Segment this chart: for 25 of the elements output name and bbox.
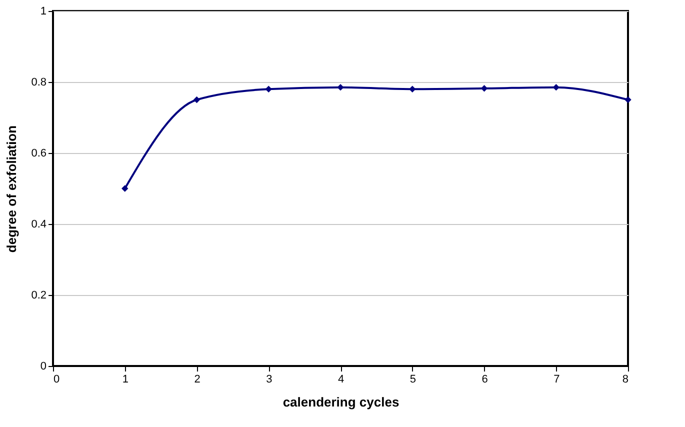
point [193,96,200,104]
x-tick-label: 7 [554,374,560,386]
y-tick-label: 0.2 [31,290,46,302]
y-tick-label: 1 [40,6,46,18]
point [552,84,560,91]
point [480,85,488,92]
y-tick-label: 0 [40,360,46,372]
x-tick-label: 1 [122,374,128,386]
point [122,185,128,192]
point [409,86,416,92]
point [265,86,272,92]
y-axis-title: degree of exfoliation [4,125,20,253]
x-tick-label: 3 [266,374,272,386]
y-tick-label: 0.8 [31,76,46,88]
y-tick-label: 0.6 [31,148,46,160]
point [337,84,344,91]
x-tick-label: 8 [622,374,628,386]
x-tick-label: 4 [338,374,344,386]
x-tick-label: 6 [482,374,488,386]
y-tick-label: 0.4 [31,218,46,230]
x-tick-label: 0 [54,374,60,386]
point [624,96,632,104]
x-tick-label: 5 [410,374,416,386]
x-axis-title: calendering cycles [282,394,400,410]
x-tick-label: 2 [194,374,200,386]
